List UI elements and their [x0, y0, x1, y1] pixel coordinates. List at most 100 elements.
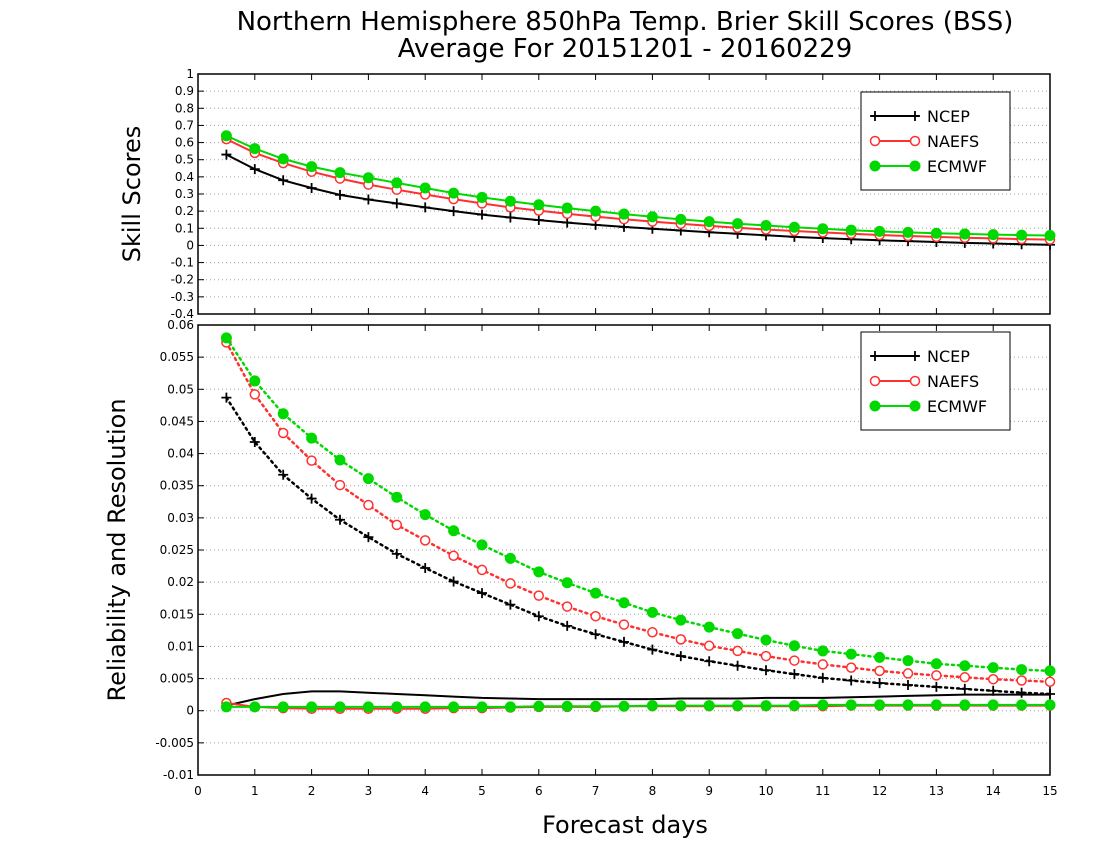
data-point-ncep [562, 217, 573, 228]
x-tick-label: 11 [815, 784, 830, 798]
data-point-ecmwf [448, 525, 460, 537]
data-point-ncep [874, 678, 885, 689]
y-tick-label: 0.015 [160, 607, 194, 621]
data-point-ncep [335, 189, 345, 200]
data-point-ecmwf [334, 701, 346, 713]
data-point-ecmwf [1016, 229, 1028, 241]
data-point-ncep [249, 437, 260, 447]
data-point-ecmwf [448, 701, 460, 713]
data-point-ecmwf [930, 227, 942, 239]
x-tick-label: 15 [1042, 784, 1057, 798]
data-point-ncep [249, 164, 260, 175]
data-point-ncep [959, 683, 970, 694]
y-tick-label: 0.02 [167, 575, 194, 589]
data-point-naefs [590, 610, 601, 622]
legend-marker-ncep [910, 351, 920, 361]
data-point-ecmwf [220, 130, 232, 142]
data-point-ecmwf [362, 172, 374, 184]
data-point-ecmwf [533, 700, 545, 712]
data-point-ncep [761, 665, 771, 676]
data-point-ecmwf [334, 167, 346, 179]
data-point-ecmwf [1016, 664, 1028, 676]
data-point-naefs [760, 650, 772, 662]
data-point-ncep [363, 532, 374, 543]
data-point-naefs [391, 519, 403, 531]
data-point-ecmwf [306, 161, 318, 173]
data-point-ecmwf [703, 621, 715, 633]
data-point-ncep [562, 620, 573, 631]
data-point-naefs [561, 601, 573, 612]
data-point-ecmwf [845, 699, 857, 711]
legend-marker-ecmwf [909, 400, 921, 412]
data-point-ecmwf [675, 213, 687, 225]
data-point-naefs [931, 670, 942, 681]
data-point-naefs [789, 655, 800, 666]
data-point-ecmwf [504, 195, 516, 207]
data-point-ecmwf [476, 191, 488, 203]
x-tick-label: 1 [251, 784, 259, 798]
series-line-ncep [225, 396, 1052, 696]
data-point-ncep [420, 202, 431, 213]
data-point-ncep [647, 644, 658, 655]
data-point-ecmwf [419, 182, 431, 194]
data-point-naefs [703, 640, 715, 652]
data-point-ecmwf [590, 587, 602, 599]
data-point-naefs [845, 662, 857, 673]
y-tick-label: -0.01 [163, 768, 194, 782]
data-point-ncep [704, 656, 715, 667]
data-point-ncep [448, 576, 459, 587]
data-point-ecmwf [817, 223, 829, 235]
data-point-ecmwf [306, 701, 318, 713]
data-point-ncep [477, 209, 487, 220]
data-point-ncep [732, 660, 743, 671]
data-point-ecmwf [874, 699, 886, 711]
data-point-ecmwf [504, 701, 516, 713]
data-point-ecmwf [987, 229, 999, 241]
legend-label-naefs: NAEFS [927, 132, 979, 151]
x-tick-label: 8 [649, 784, 657, 798]
y-tick-label: 0.4 [175, 170, 194, 184]
data-point-ecmwf [419, 701, 431, 713]
y-tick-label: 1 [186, 67, 194, 81]
data-point-ncep [420, 563, 431, 573]
data-point-ecmwf [391, 701, 403, 713]
data-point-ecmwf [845, 648, 857, 660]
data-point-ecmwf [1044, 699, 1056, 711]
legend-marker-naefs [869, 135, 881, 147]
legend-label-ecmwf: ECMWF [927, 397, 987, 416]
data-point-naefs [505, 578, 516, 589]
legend-label-ncep: NCEP [927, 347, 970, 366]
legend-marker-naefs [869, 375, 881, 387]
y-tick-label: 0.055 [160, 350, 194, 364]
y-tick-label: 0.8 [175, 101, 194, 115]
data-point-ecmwf [959, 699, 971, 711]
data-point-ncep [391, 548, 402, 559]
data-point-ecmwf [220, 701, 232, 713]
y-tick-label: -0.2 [171, 273, 194, 287]
legend-marker-ecmwf [869, 160, 881, 172]
data-point-ecmwf [760, 700, 772, 712]
data-point-ecmwf [646, 606, 658, 618]
x-tick-label: 14 [986, 784, 1001, 798]
data-point-ncep [619, 636, 629, 647]
data-point-ecmwf [277, 153, 289, 165]
data-point-ncep [278, 175, 289, 186]
y-tick-label: 0.9 [175, 84, 194, 98]
x-tick-label: 4 [421, 784, 429, 798]
legend-marker-naefs [909, 375, 921, 387]
y-tick-label: -0.4 [171, 307, 194, 321]
data-point-naefs [334, 479, 346, 491]
data-point-ncep [789, 669, 800, 680]
data-point-ecmwf [959, 228, 971, 240]
data-point-ecmwf [220, 332, 232, 344]
data-point-ecmwf [703, 700, 715, 712]
x-tick-label: 5 [478, 784, 486, 798]
chart-title-line-2: Average For 20151201 - 20160229 [398, 34, 853, 64]
data-point-naefs [959, 672, 971, 683]
data-point-naefs [987, 673, 999, 685]
y-tick-label: -0.005 [155, 736, 194, 750]
data-point-ncep [533, 215, 544, 226]
data-point-naefs [419, 535, 431, 546]
data-point-ncep [278, 469, 289, 480]
